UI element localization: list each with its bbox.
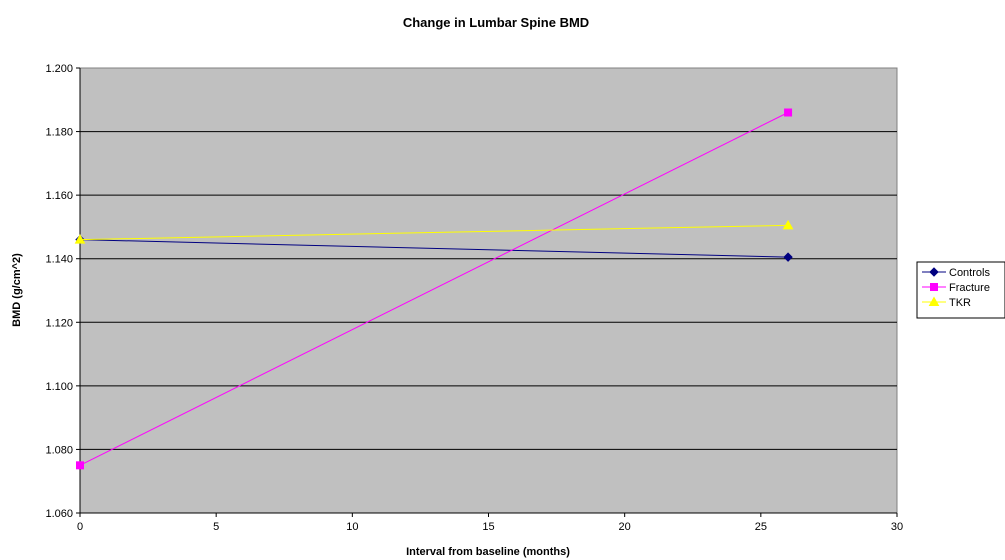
series-line-controls (79, 239, 789, 258)
y-tick-label: 1.180 (45, 127, 73, 139)
x-axis-label: Interval from baseline (months) (406, 546, 570, 558)
x-tick-label: 20 (619, 521, 631, 533)
data-point-fracture (76, 461, 84, 470)
y-tick-label: 1.120 (45, 317, 73, 329)
series-line-tkr (79, 224, 789, 241)
y-axis-ticks: 1.060 1.080 1.100 1.120 1.140 1.160 1.180 1.200 (45, 63, 81, 520)
legend-marker-fracture (930, 283, 938, 291)
y-tick-label: 1.100 (45, 381, 73, 393)
legend-label-fracture: Fracture (949, 282, 990, 294)
y-tick-label: 1.140 (45, 254, 73, 266)
series-lines (74, 108, 794, 470)
series-tkr (74, 219, 794, 244)
y-tick-label: 1.060 (45, 508, 73, 520)
legend-item-fracture: Fracture (922, 282, 990, 294)
y-tick-label: 1.160 (45, 190, 73, 202)
y-tick-label: 1.080 (45, 444, 73, 456)
data-point-tkr (782, 219, 794, 230)
x-tick-label: 5 (213, 521, 219, 533)
legend-label-tkr: TKR (949, 297, 971, 309)
data-point-fracture (784, 108, 793, 117)
y-tick-label: 1.200 (45, 63, 73, 75)
x-tick-label: 15 (482, 521, 494, 533)
chart-title: Change in Lumbar Spine BMD (403, 15, 589, 30)
x-tick-label: 0 (77, 521, 83, 533)
legend: Controls Fracture TKR (916, 261, 1005, 319)
legend-item-controls: Controls (922, 267, 990, 279)
x-tick-label: 10 (346, 521, 358, 533)
legend-item-tkr: TKR (922, 296, 971, 309)
data-point-controls (783, 252, 793, 262)
series-line-fracture (79, 112, 789, 466)
series-fracture (76, 108, 793, 470)
x-axis-ticks: 0 5 10 15 20 25 30 (77, 512, 903, 533)
legend-label-controls: Controls (949, 267, 990, 279)
x-tick-label: 25 (755, 521, 767, 533)
data-point-tkr (74, 234, 86, 244)
legend-marker-tkr (928, 296, 940, 306)
gridlines (80, 131, 897, 450)
plot-area (79, 67, 898, 514)
x-tick-label: 30 (891, 521, 903, 533)
y-axis-label: BMD (g/cm^2) (11, 253, 23, 327)
legend-marker-controls (929, 267, 939, 277)
